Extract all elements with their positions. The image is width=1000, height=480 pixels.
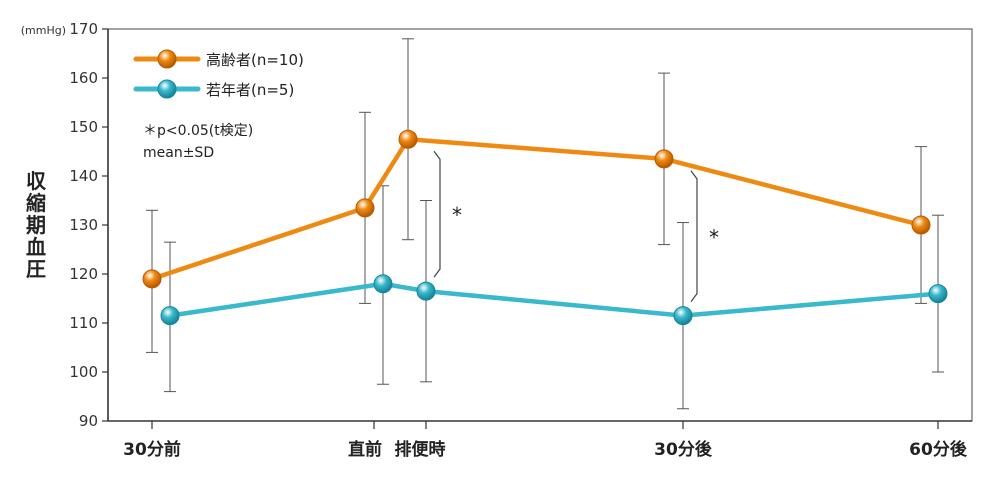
- notes: ＊p<0.05(t検定) mean±SD: [143, 123, 253, 161]
- y-axis-label-char: 収: [26, 169, 47, 193]
- data-point: [160, 306, 180, 326]
- y-axis-label-char: 圧: [26, 257, 46, 281]
- legend-label: 高齢者(n=10): [206, 51, 304, 69]
- y-tick-label: 170: [69, 20, 98, 38]
- y-tick-label: 160: [69, 69, 98, 87]
- y-ticks: 90 100 110 120 130 140 150 160 170(mmHg): [21, 20, 108, 430]
- data-point: [355, 198, 375, 218]
- series-points: [142, 129, 948, 326]
- legend-marker: [157, 79, 177, 99]
- data-point: [654, 149, 674, 169]
- y-tick-label: 100: [69, 363, 98, 381]
- y-tick-label: 110: [69, 314, 98, 332]
- x-tick-label: 60分後: [909, 439, 968, 460]
- data-point: [398, 129, 418, 149]
- data-point: [673, 306, 693, 326]
- y-tick-label: 130: [69, 216, 98, 234]
- note-line: mean±SD: [143, 145, 214, 161]
- significance-bracket: [690, 170, 698, 303]
- legend-marker: [157, 49, 177, 69]
- significance-bracket: [433, 150, 441, 278]
- y-axis-label-char: 期: [26, 213, 46, 237]
- legend: 高齢者(n=10) 若年者(n=5): [133, 49, 304, 99]
- x-tick-label: 30分前: [123, 439, 181, 460]
- y-tick-label: 90: [79, 412, 98, 430]
- x-ticks: 30分前 直前 排便時 30分後 60分後: [123, 421, 968, 460]
- y-axis-label-char: 縮: [26, 191, 46, 215]
- data-point: [928, 284, 948, 304]
- axes: [107, 28, 973, 422]
- y-unit-label: (mmHg): [21, 24, 66, 37]
- legend-label: 若年者(n=5): [206, 81, 294, 99]
- y-tick-label: 120: [69, 265, 98, 283]
- significance-star: *: [709, 225, 719, 249]
- x-tick-label: 30分後: [654, 439, 713, 460]
- x-tick-label: 直前: [348, 439, 382, 460]
- x-tick-label: 排便時: [395, 439, 446, 460]
- y-tick-label: 140: [69, 167, 98, 185]
- y-axis-label-char: 血: [26, 235, 46, 259]
- data-point: [416, 281, 436, 301]
- note-line: ＊p<0.05(t検定): [143, 123, 253, 139]
- plot-frame: [107, 28, 973, 422]
- data-point: [911, 215, 931, 235]
- data-point: [142, 269, 162, 289]
- significance-brackets: **: [433, 150, 719, 303]
- data-point: [373, 274, 393, 294]
- significance-star: *: [452, 203, 462, 227]
- y-tick-label: 150: [69, 118, 98, 136]
